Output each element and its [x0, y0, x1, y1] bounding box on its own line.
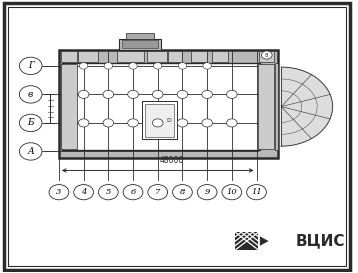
Bar — [62, 63, 260, 150]
Circle shape — [154, 63, 162, 69]
Bar — [142, 101, 177, 139]
Text: в: в — [28, 90, 33, 99]
Text: 9: 9 — [204, 188, 210, 196]
Bar — [258, 64, 274, 149]
Circle shape — [153, 119, 163, 127]
Text: 3: 3 — [56, 188, 62, 196]
Circle shape — [247, 185, 266, 200]
Bar — [212, 51, 228, 62]
Circle shape — [227, 90, 237, 99]
Bar — [126, 33, 154, 39]
Bar — [61, 64, 77, 149]
Text: 11: 11 — [251, 188, 262, 196]
Bar — [78, 51, 98, 62]
Circle shape — [79, 63, 88, 69]
Circle shape — [222, 185, 242, 200]
Text: 7: 7 — [155, 188, 160, 196]
Bar — [59, 50, 278, 158]
Bar — [117, 51, 144, 62]
Text: D: D — [166, 118, 171, 123]
Text: А: А — [27, 147, 34, 156]
Bar — [122, 40, 158, 48]
Text: 6: 6 — [130, 188, 136, 196]
Circle shape — [78, 119, 89, 127]
Circle shape — [19, 86, 42, 103]
Circle shape — [104, 63, 112, 69]
Circle shape — [49, 185, 69, 200]
Bar — [191, 51, 207, 62]
Bar — [168, 51, 183, 62]
Bar — [275, 63, 278, 150]
Circle shape — [19, 143, 42, 160]
Circle shape — [261, 51, 272, 59]
Circle shape — [103, 90, 113, 99]
Text: 8: 8 — [265, 52, 268, 58]
Bar — [147, 51, 166, 62]
Text: 48000: 48000 — [160, 156, 184, 165]
Bar — [235, 232, 258, 250]
Circle shape — [74, 185, 93, 200]
Polygon shape — [281, 67, 333, 146]
Circle shape — [227, 119, 237, 127]
Bar — [61, 51, 77, 62]
Bar — [259, 51, 274, 62]
Polygon shape — [260, 237, 268, 245]
Circle shape — [78, 90, 89, 99]
Text: 4: 4 — [81, 188, 86, 196]
Circle shape — [197, 185, 217, 200]
Circle shape — [103, 119, 113, 127]
Text: ВЦИС: ВЦИС — [295, 234, 345, 249]
Circle shape — [153, 90, 163, 99]
Circle shape — [202, 119, 212, 127]
Circle shape — [148, 185, 168, 200]
Text: 5: 5 — [106, 188, 111, 196]
Circle shape — [19, 114, 42, 132]
Circle shape — [128, 90, 138, 99]
Circle shape — [177, 90, 188, 99]
Circle shape — [129, 63, 137, 69]
Text: Г: Г — [28, 61, 34, 70]
Circle shape — [177, 119, 188, 127]
Text: Б: Б — [27, 118, 34, 127]
Bar — [119, 39, 161, 50]
Bar — [145, 104, 174, 136]
Circle shape — [98, 185, 118, 200]
Text: 8: 8 — [180, 188, 185, 196]
Circle shape — [123, 185, 143, 200]
Circle shape — [203, 63, 211, 69]
Circle shape — [19, 57, 42, 75]
Circle shape — [173, 185, 192, 200]
Text: 10: 10 — [227, 188, 237, 196]
Circle shape — [128, 119, 138, 127]
Circle shape — [178, 63, 187, 69]
Circle shape — [202, 90, 212, 99]
